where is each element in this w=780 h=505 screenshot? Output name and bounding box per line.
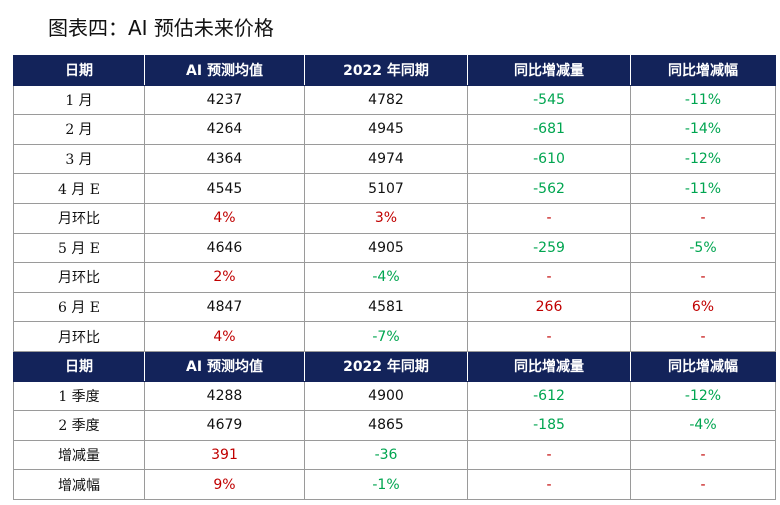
column-header-same-period-2022: 2022 年同期 bbox=[304, 55, 468, 86]
yoy-change-pct-cell: - bbox=[630, 321, 776, 352]
table-row: 月环比 4% -7% - - bbox=[13, 321, 776, 352]
table-row: 2 季度 4679 4865 -185 -4% bbox=[13, 410, 776, 441]
yoy-change-cell: -259 bbox=[467, 232, 631, 264]
same-period-cell: 4974 bbox=[304, 143, 468, 175]
column-header-date: 日期 bbox=[13, 55, 145, 86]
yoy-change-cell: -681 bbox=[467, 114, 631, 145]
yoy-change-pct-cell: -11% bbox=[630, 84, 776, 116]
table-header-row: 日期 AI 预测均值 2022 年同期 同比增减量 同比增减幅 bbox=[13, 55, 776, 86]
yoy-change-cell: -545 bbox=[467, 84, 631, 116]
row-label: 2 季度 bbox=[13, 410, 145, 441]
yoy-change-pct-cell: -11% bbox=[630, 173, 776, 204]
table-row: 1 月 4237 4782 -545 -11% bbox=[13, 84, 776, 116]
table-row: 2 月 4264 4945 -681 -14% bbox=[13, 114, 776, 145]
row-label: 月环比 bbox=[13, 202, 145, 234]
table-row: 1 季度 4288 4900 -612 -12% bbox=[13, 380, 776, 412]
same-period-cell: 5107 bbox=[304, 173, 468, 204]
table-row: 3 月 4364 4974 -610 -12% bbox=[13, 143, 776, 175]
ai-forecast-cell: 4847 bbox=[144, 291, 305, 323]
table-row: 4 月 E 4545 5107 -562 -11% bbox=[13, 173, 776, 204]
yoy-change-pct-cell: -14% bbox=[630, 114, 776, 145]
ai-forecast-cell: 4364 bbox=[144, 143, 305, 175]
column-header-ai-forecast-mean: AI 预测均值 bbox=[144, 55, 305, 86]
row-label: 6 月 E bbox=[13, 291, 145, 323]
ai-forecast-cell: 4288 bbox=[144, 380, 305, 412]
same-period-cell: 4900 bbox=[304, 380, 468, 412]
row-label: 1 季度 bbox=[13, 380, 145, 412]
same-period-cell: 4945 bbox=[304, 114, 468, 145]
yoy-change-pct-cell: - bbox=[630, 262, 776, 293]
figure-title: 图表四：AI 预估未来价格 bbox=[48, 16, 274, 40]
same-period-cell: 4865 bbox=[304, 410, 468, 441]
price-forecast-table: 日期 AI 预测均值 2022 年同期 同比增减量 同比增减幅 1 月 4237 4782 -5… bbox=[13, 55, 776, 500]
row-label: 月环比 bbox=[13, 262, 145, 293]
column-header-yoy-change-pct: 同比增减幅 bbox=[630, 55, 776, 86]
row-label: 5 月 E bbox=[13, 232, 145, 264]
same-period-cell: 4581 bbox=[304, 291, 468, 323]
table-row: 月环比 4% 3% - - bbox=[13, 202, 776, 234]
row-label: 3 月 bbox=[13, 143, 145, 175]
ai-forecast-cell: 391 bbox=[144, 439, 305, 471]
table-row: 增减幅 9% -1% - - bbox=[13, 469, 776, 500]
yoy-change-pct-cell: -4% bbox=[630, 410, 776, 441]
column-header-date: 日期 bbox=[13, 350, 145, 382]
row-label: 2 月 bbox=[13, 114, 145, 145]
table-row: 月环比 2% -4% - - bbox=[13, 262, 776, 293]
same-period-cell: -4% bbox=[304, 262, 468, 293]
ai-forecast-cell: 4264 bbox=[144, 114, 305, 145]
yoy-change-pct-cell: - bbox=[630, 469, 776, 500]
column-header-yoy-change-pct: 同比增减幅 bbox=[630, 350, 776, 382]
ai-forecast-cell: 4679 bbox=[144, 410, 305, 441]
row-label: 月环比 bbox=[13, 321, 145, 352]
ai-forecast-cell: 4% bbox=[144, 202, 305, 234]
row-label: 1 月 bbox=[13, 84, 145, 116]
yoy-change-cell: 266 bbox=[467, 291, 631, 323]
same-period-cell: 4905 bbox=[304, 232, 468, 264]
same-period-cell: 4782 bbox=[304, 84, 468, 116]
yoy-change-cell: - bbox=[467, 439, 631, 471]
yoy-change-pct-cell: - bbox=[630, 202, 776, 234]
table-row: 6 月 E 4847 4581 266 6% bbox=[13, 291, 776, 323]
ai-forecast-cell: 4646 bbox=[144, 232, 305, 264]
same-period-cell: -36 bbox=[304, 439, 468, 471]
column-header-yoy-change: 同比增减量 bbox=[467, 350, 631, 382]
row-label: 增减量 bbox=[13, 439, 145, 471]
yoy-change-cell: -612 bbox=[467, 380, 631, 412]
yoy-change-cell: - bbox=[467, 262, 631, 293]
ai-forecast-cell: 4545 bbox=[144, 173, 305, 204]
yoy-change-cell: - bbox=[467, 469, 631, 500]
yoy-change-cell: -562 bbox=[467, 173, 631, 204]
yoy-change-pct-cell: -12% bbox=[630, 380, 776, 412]
same-period-cell: -1% bbox=[304, 469, 468, 500]
yoy-change-pct-cell: -12% bbox=[630, 143, 776, 175]
same-period-cell: -7% bbox=[304, 321, 468, 352]
yoy-change-cell: - bbox=[467, 321, 631, 352]
ai-forecast-cell: 2% bbox=[144, 262, 305, 293]
yoy-change-cell: -610 bbox=[467, 143, 631, 175]
column-header-ai-forecast-mean: AI 预测均值 bbox=[144, 350, 305, 382]
yoy-change-cell: - bbox=[467, 202, 631, 234]
column-header-yoy-change: 同比增减量 bbox=[467, 55, 631, 86]
row-label: 4 月 E bbox=[13, 173, 145, 204]
ai-forecast-cell: 9% bbox=[144, 469, 305, 500]
yoy-change-pct-cell: -5% bbox=[630, 232, 776, 264]
ai-forecast-cell: 4% bbox=[144, 321, 305, 352]
column-header-same-period-2022: 2022 年同期 bbox=[304, 350, 468, 382]
yoy-change-pct-cell: 6% bbox=[630, 291, 776, 323]
table-row: 增减量 391 -36- - bbox=[13, 439, 776, 471]
yoy-change-cell: -185 bbox=[467, 410, 631, 441]
row-label: 增减幅 bbox=[13, 469, 145, 500]
yoy-change-pct-cell: - bbox=[630, 439, 776, 471]
ai-forecast-cell: 4237 bbox=[144, 84, 305, 116]
table-header-row: 日期 AI 预测均值 2022 年同期 同比增减量 同比增减幅 bbox=[13, 350, 776, 382]
same-period-cell: 3% bbox=[304, 202, 468, 234]
table-row: 5 月 E 4646 4905 -259 -5% bbox=[13, 232, 776, 264]
